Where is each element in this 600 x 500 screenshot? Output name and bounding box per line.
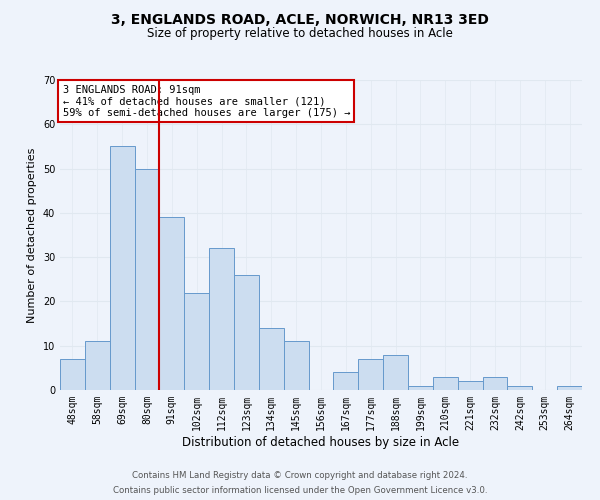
Bar: [60, 359, 85, 390]
Bar: [134, 168, 160, 390]
Bar: [458, 381, 482, 390]
Bar: [160, 218, 184, 390]
Bar: [284, 342, 308, 390]
Bar: [482, 376, 508, 390]
Bar: [383, 354, 408, 390]
Bar: [234, 275, 259, 390]
Bar: [85, 342, 110, 390]
Text: Contains public sector information licensed under the Open Government Licence v3: Contains public sector information licen…: [113, 486, 487, 495]
Text: Size of property relative to detached houses in Acle: Size of property relative to detached ho…: [147, 28, 453, 40]
Bar: [209, 248, 234, 390]
Bar: [433, 376, 458, 390]
Text: 3 ENGLANDS ROAD: 91sqm
← 41% of detached houses are smaller (121)
59% of semi-de: 3 ENGLANDS ROAD: 91sqm ← 41% of detached…: [62, 84, 350, 118]
Bar: [110, 146, 134, 390]
Text: 3, ENGLANDS ROAD, ACLE, NORWICH, NR13 3ED: 3, ENGLANDS ROAD, ACLE, NORWICH, NR13 3E…: [111, 12, 489, 26]
Text: Contains HM Land Registry data © Crown copyright and database right 2024.: Contains HM Land Registry data © Crown c…: [132, 471, 468, 480]
Bar: [259, 328, 284, 390]
Y-axis label: Number of detached properties: Number of detached properties: [27, 148, 37, 322]
Bar: [184, 292, 209, 390]
Bar: [508, 386, 532, 390]
X-axis label: Distribution of detached houses by size in Acle: Distribution of detached houses by size …: [182, 436, 460, 448]
Bar: [408, 386, 433, 390]
Bar: [358, 359, 383, 390]
Bar: [334, 372, 358, 390]
Bar: [557, 386, 582, 390]
